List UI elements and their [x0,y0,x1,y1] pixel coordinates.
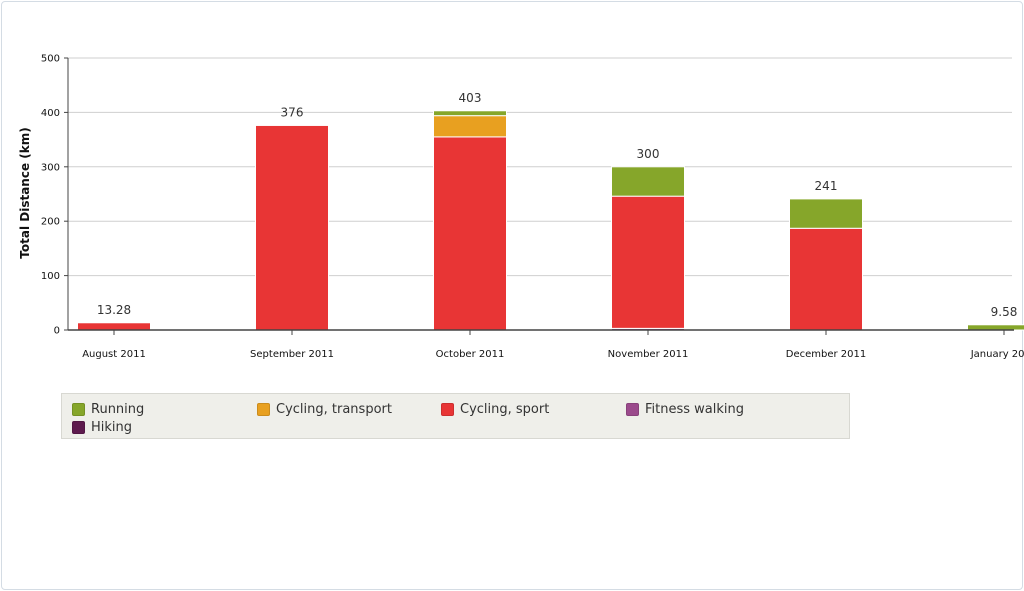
bar-total-label: 241 [815,179,838,193]
y-tick-label: 500 [41,54,60,65]
legend-label-fitness-walking: Fitness walking [645,401,744,417]
x-tick-label: November 2011 [608,349,689,360]
bar-total-label: 376 [281,105,304,119]
bar-segment-cycling-transport [433,115,507,138]
y-tick-label: 300 [41,162,60,173]
legend-item-cycling-sport[interactable]: Cycling, sport [441,400,549,418]
legend-swatch-cycling-sport [441,402,454,416]
x-tick-label: January 2012 [970,349,1024,360]
bar-segment-running [433,110,507,117]
y-tick-label: 400 [41,108,60,119]
bar-segment-cycling-sport [255,124,329,331]
legend-item-cycling-transport[interactable]: Cycling, transport [257,400,392,418]
legend: Running Cycling, transport Cycling, spor… [61,393,850,439]
legend-swatch-running [72,402,85,416]
bar-total-label: 403 [459,91,482,105]
legend-swatch-fitness-walking [626,402,639,416]
y-tick-label: 100 [41,271,60,282]
bar-segment-running [611,166,685,197]
bar-total-label: 9.58 [991,305,1018,319]
x-tick-label: October 2011 [436,349,505,360]
legend-swatch-hiking [72,420,85,434]
gridlines [68,57,1012,277]
bar-segment-cycling-sport [433,136,507,331]
bar-segment-running [967,324,1024,331]
x-tick-label: September 2011 [250,349,334,360]
legend-label-hiking: Hiking [91,419,133,435]
bar-segment-cycling-sport [611,195,685,329]
bar-segment-running [789,198,863,229]
y-tick-label: 0 [54,326,60,337]
legend-label-cycling-transport: Cycling, transport [276,401,392,417]
legend-label-cycling-sport: Cycling, sport [460,401,550,417]
legend-item-running[interactable]: Running [72,400,144,418]
bar-total-label: 300 [637,147,660,161]
bars [77,110,1024,331]
x-tick-label: December 2011 [786,349,866,360]
legend-swatch-cycling-transport [257,402,270,416]
y-axis-title: Total Distance (km) [18,127,32,258]
legend-item-hiking[interactable]: Hiking [72,418,132,436]
legend-label-running: Running [91,401,145,417]
bar-segment-cycling-sport [77,322,151,331]
axes: 0 100 200 300 400 500 August 2011 September 201… [41,54,1024,361]
x-tick-label: August 2011 [82,349,146,360]
data-labels: 13.28 376 403 300 241 9.58 [97,91,1018,319]
legend-item-fitness-walking[interactable]: Fitness walking [626,400,744,418]
bar-segment-cycling-sport [789,227,863,331]
y-tick-label: 200 [41,217,60,228]
bar-total-label: 13.28 [97,303,131,317]
